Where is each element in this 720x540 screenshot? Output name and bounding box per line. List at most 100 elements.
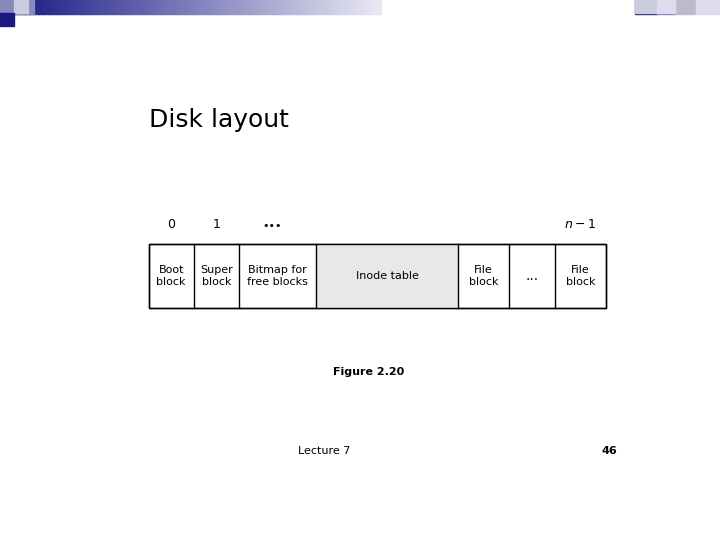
Bar bbox=[76, 0, 82, 14]
Bar bbox=[29, 0, 35, 14]
Bar bbox=[342, 0, 348, 14]
Bar bbox=[323, 0, 329, 14]
Bar bbox=[242, 0, 248, 14]
Bar bbox=[81, 0, 86, 14]
Bar bbox=[24, 0, 30, 14]
Bar bbox=[138, 0, 143, 14]
Bar bbox=[252, 0, 258, 14]
Bar bbox=[247, 0, 253, 14]
Bar bbox=[176, 0, 181, 14]
Bar bbox=[114, 0, 120, 14]
Bar bbox=[119, 0, 125, 14]
Text: File
block: File block bbox=[469, 265, 498, 287]
Bar bbox=[289, 0, 295, 14]
Bar bbox=[214, 0, 220, 14]
Bar bbox=[333, 0, 338, 14]
Bar bbox=[675, 0, 696, 14]
Text: 0: 0 bbox=[167, 218, 175, 231]
Bar bbox=[309, 0, 315, 14]
Bar bbox=[124, 0, 130, 14]
Bar bbox=[181, 0, 186, 14]
Bar bbox=[185, 0, 191, 14]
Bar bbox=[657, 0, 675, 13]
Bar bbox=[635, 0, 657, 14]
Bar bbox=[148, 0, 153, 14]
Bar bbox=[0, 13, 14, 26]
Bar bbox=[238, 0, 243, 14]
Bar bbox=[66, 0, 72, 14]
Text: •••: ••• bbox=[262, 221, 282, 231]
Text: Super
block: Super block bbox=[200, 265, 233, 287]
Bar bbox=[0, 0, 14, 13]
Bar bbox=[228, 0, 234, 14]
Text: Inode table: Inode table bbox=[356, 271, 418, 281]
Bar bbox=[261, 0, 267, 14]
Bar bbox=[71, 0, 77, 14]
Bar bbox=[14, 0, 28, 13]
Bar bbox=[635, 0, 657, 13]
Bar bbox=[271, 0, 276, 14]
Bar bbox=[294, 0, 300, 14]
Bar bbox=[133, 0, 139, 14]
Bar bbox=[375, 0, 381, 14]
Bar bbox=[42, 0, 48, 14]
Bar bbox=[0, 0, 14, 14]
Bar bbox=[276, 0, 282, 14]
Text: Disk layout: Disk layout bbox=[148, 109, 289, 132]
Bar bbox=[696, 0, 720, 14]
Bar bbox=[143, 0, 148, 14]
Text: Figure 2.20: Figure 2.20 bbox=[333, 368, 405, 377]
Bar bbox=[266, 0, 271, 14]
Bar bbox=[356, 0, 362, 14]
Bar bbox=[300, 0, 305, 14]
Bar bbox=[19, 0, 24, 14]
Bar bbox=[280, 0, 286, 14]
Bar bbox=[57, 0, 63, 14]
Bar bbox=[194, 0, 200, 14]
Bar bbox=[148, 244, 606, 308]
Bar bbox=[328, 0, 333, 14]
Bar bbox=[0, 0, 6, 14]
Text: Bitmap for
free blocks: Bitmap for free blocks bbox=[247, 265, 308, 287]
Bar bbox=[366, 0, 372, 14]
Bar bbox=[657, 0, 675, 14]
Bar bbox=[14, 0, 20, 14]
Bar bbox=[53, 0, 58, 14]
Bar bbox=[33, 0, 39, 14]
Text: ...: ... bbox=[526, 269, 539, 283]
Bar bbox=[316, 244, 458, 308]
Bar bbox=[209, 0, 215, 14]
Bar bbox=[161, 0, 167, 14]
Bar bbox=[256, 0, 262, 14]
Bar bbox=[14, 0, 34, 14]
Bar bbox=[371, 0, 377, 14]
Bar bbox=[171, 0, 176, 14]
Bar bbox=[199, 0, 205, 14]
Bar bbox=[166, 0, 172, 14]
Bar bbox=[204, 0, 210, 14]
Text: Lecture 7: Lecture 7 bbox=[298, 447, 351, 456]
Bar bbox=[95, 0, 101, 14]
Bar bbox=[38, 0, 44, 14]
Text: 1: 1 bbox=[212, 218, 220, 231]
Bar bbox=[9, 0, 15, 14]
Bar bbox=[86, 0, 91, 14]
Text: $n-1$: $n-1$ bbox=[564, 218, 596, 231]
Bar bbox=[157, 0, 163, 14]
Text: 46: 46 bbox=[601, 447, 617, 456]
Bar bbox=[337, 0, 343, 14]
Bar bbox=[313, 0, 319, 14]
Bar bbox=[347, 0, 353, 14]
Bar bbox=[90, 0, 96, 14]
Bar bbox=[62, 0, 68, 14]
Bar bbox=[128, 0, 134, 14]
Bar bbox=[109, 0, 115, 14]
Bar bbox=[218, 0, 224, 14]
Bar bbox=[285, 0, 291, 14]
Bar bbox=[223, 0, 229, 14]
Bar bbox=[351, 0, 357, 14]
Bar bbox=[48, 0, 53, 14]
Bar bbox=[304, 0, 310, 14]
Text: Boot
block: Boot block bbox=[156, 265, 186, 287]
Text: File
block: File block bbox=[566, 265, 595, 287]
